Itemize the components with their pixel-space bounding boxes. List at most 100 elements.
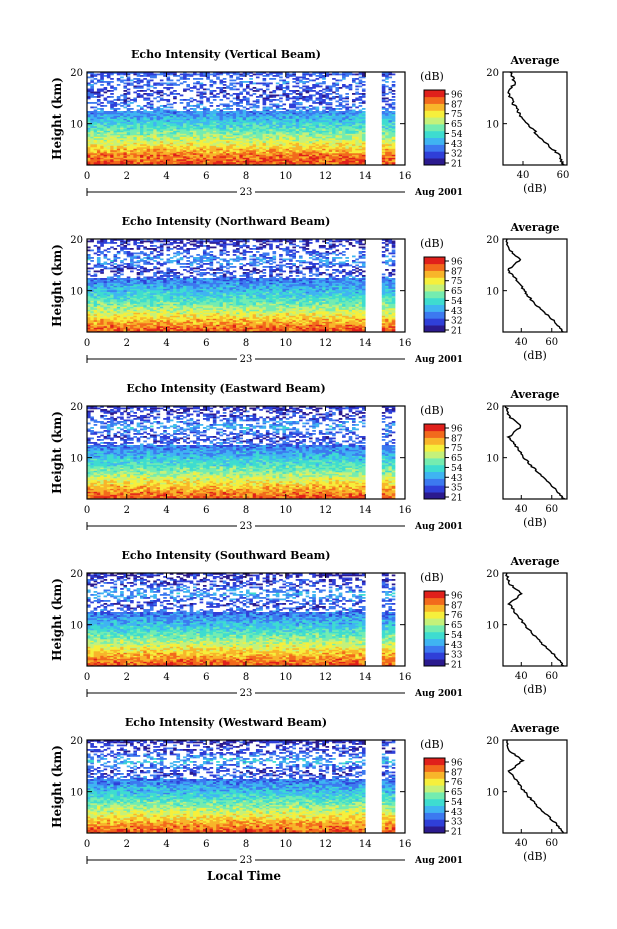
heatmap-cell xyxy=(322,124,326,127)
heatmap-cell xyxy=(252,135,257,137)
heatmap-cell xyxy=(199,129,204,131)
heatmap-cell xyxy=(113,148,118,151)
heatmap-cell xyxy=(173,121,177,124)
heatmap-cell xyxy=(318,160,323,163)
heatmap-cell xyxy=(106,114,111,116)
heatmap-cell xyxy=(229,138,234,140)
heatmap-cell xyxy=(179,321,184,324)
heatmap-cell xyxy=(308,130,313,133)
heatmap-cell xyxy=(239,330,243,333)
heatmap-cell xyxy=(179,135,184,137)
heatmap-cell xyxy=(176,126,181,128)
heatmap-cell xyxy=(338,103,343,106)
heatmap-cell xyxy=(239,141,243,143)
heatmap-cell xyxy=(352,159,356,161)
heatmap-cell xyxy=(342,145,346,148)
heatmap-cell xyxy=(209,163,214,166)
heatmap-cell xyxy=(272,75,277,77)
heatmap-cell xyxy=(295,112,300,115)
heatmap-cell xyxy=(255,115,260,118)
heatmap-cell xyxy=(318,144,323,146)
heatmap-cell xyxy=(318,153,323,155)
heatmap-cell xyxy=(202,111,207,113)
heatmap-cell xyxy=(106,129,111,131)
heatmap-cell xyxy=(166,126,171,128)
heatmap-cell xyxy=(252,160,257,163)
heatmap-cell xyxy=(391,120,396,122)
heatmap-cell xyxy=(193,326,197,328)
heatmap-cell xyxy=(149,85,154,88)
heatmap-cell xyxy=(275,73,280,76)
heatmap-cell xyxy=(169,159,174,161)
heatmap-cell xyxy=(93,136,98,139)
heatmap-cell xyxy=(113,154,118,157)
heatmap-cell xyxy=(299,114,303,116)
heatmap-cell xyxy=(358,142,363,145)
heatmap-cell xyxy=(186,117,190,119)
heatmap-cell xyxy=(136,144,141,146)
heatmap-cell xyxy=(246,99,250,101)
heatmap-cell xyxy=(222,108,227,110)
heatmap-cell xyxy=(275,323,280,325)
heatmap-cell xyxy=(176,142,181,145)
heatmap-cell xyxy=(173,145,177,148)
heatmap-cell xyxy=(269,112,273,115)
heatmap-cell xyxy=(345,136,349,139)
heatmap-cell xyxy=(166,72,171,74)
heatmap-cell xyxy=(342,323,346,325)
heatmap-cell xyxy=(229,127,234,130)
heatmap-cell xyxy=(159,150,164,152)
heatmap-cell xyxy=(149,148,154,151)
heatmap-cell xyxy=(269,326,273,328)
heatmap-cell xyxy=(123,136,128,139)
heatmap-cell xyxy=(120,136,124,139)
heatmap-cell xyxy=(262,97,267,100)
heatmap-cell xyxy=(361,156,366,158)
heatmap-cell xyxy=(222,159,227,161)
heatmap-cell xyxy=(229,323,234,325)
heatmap-cell xyxy=(232,147,237,149)
heatmap-cell xyxy=(196,114,200,116)
heatmap-cell xyxy=(226,73,230,76)
heatmap-cell xyxy=(146,114,151,116)
heatmap-cell xyxy=(295,141,300,143)
heatmap-cell xyxy=(325,323,330,325)
heatmap-cell xyxy=(136,153,141,155)
heatmap-cell xyxy=(212,159,217,161)
heatmap-cell xyxy=(246,162,250,164)
heatmap-cell xyxy=(385,129,389,131)
heatmap-cell xyxy=(265,117,270,119)
heatmap-cell xyxy=(143,78,147,80)
heatmap-cell xyxy=(279,157,283,160)
heatmap-cell xyxy=(285,147,290,149)
heatmap-cell xyxy=(173,150,177,152)
heatmap-cell xyxy=(179,112,184,115)
heatmap-cell xyxy=(126,329,131,331)
heatmap-cell xyxy=(249,82,253,85)
heatmap-cell xyxy=(140,129,144,131)
heatmap-cell xyxy=(255,76,260,79)
heatmap-cell xyxy=(259,139,263,142)
heatmap-cell xyxy=(345,100,349,103)
heatmap-cell xyxy=(136,75,141,77)
heatmap-cell xyxy=(289,135,293,137)
heatmap-cell xyxy=(269,108,273,110)
heatmap-cell xyxy=(328,124,333,127)
heatmap-cell xyxy=(136,115,141,118)
heatmap-cell xyxy=(272,147,277,149)
heatmap-cell xyxy=(308,96,313,98)
heatmap-cell xyxy=(239,99,243,101)
heatmap-cell xyxy=(186,323,190,325)
heatmap-cell xyxy=(103,321,108,324)
heatmap-cell xyxy=(345,132,349,134)
heatmap-cell xyxy=(226,329,230,331)
heatmap-cell xyxy=(87,162,91,164)
heatmap-cell xyxy=(100,111,104,113)
heatmap-cell xyxy=(282,162,287,164)
heatmap-cell xyxy=(87,160,91,163)
heatmap-cell xyxy=(212,162,217,164)
heatmap-cell xyxy=(183,118,187,121)
heatmap-cell xyxy=(169,162,174,164)
heatmap-cell xyxy=(255,132,260,134)
heatmap-cell xyxy=(193,129,197,131)
